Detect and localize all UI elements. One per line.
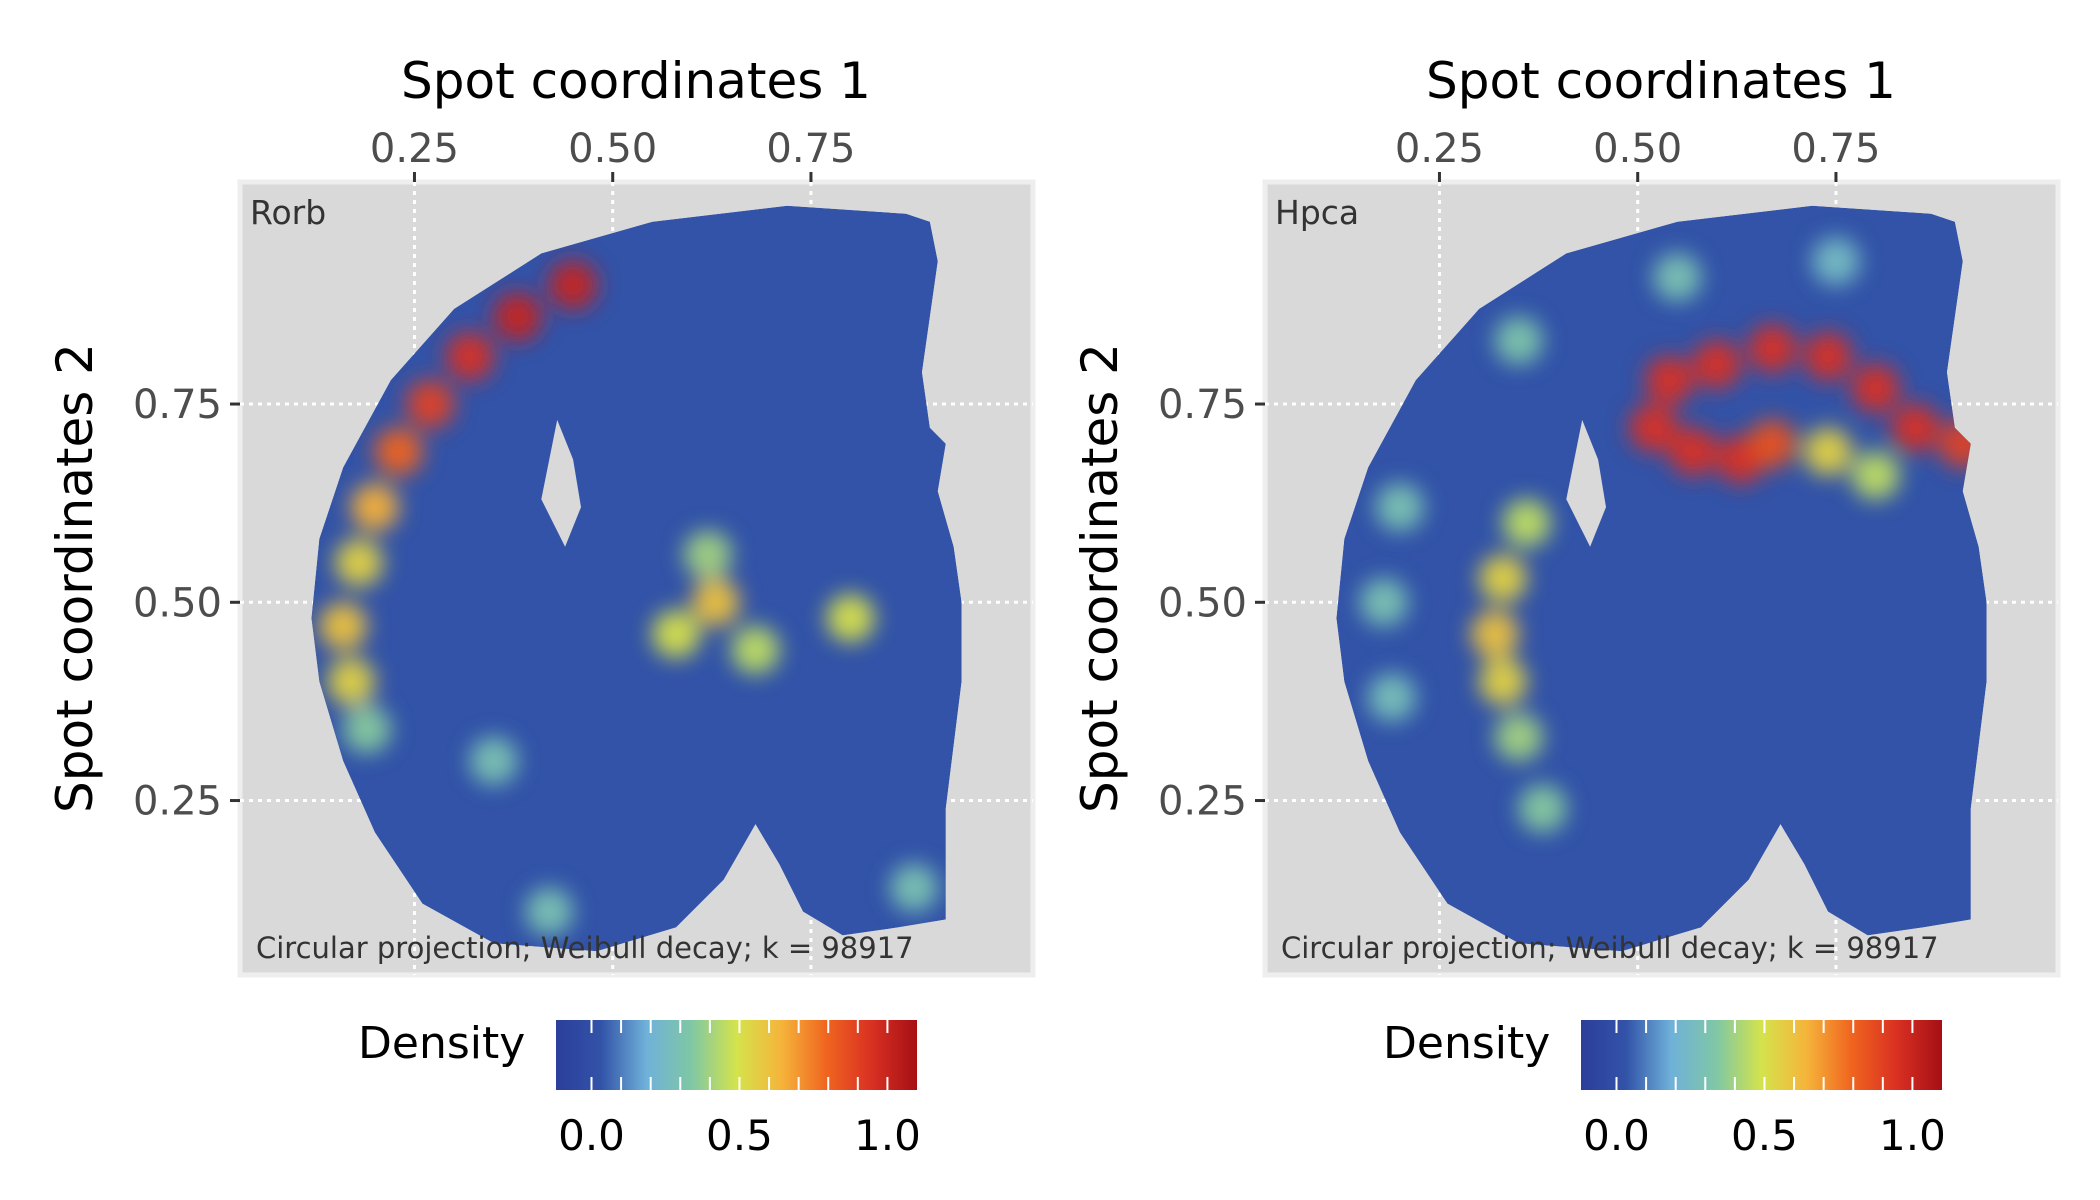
- x-axis-title: Spot coordinates 1: [1426, 52, 1896, 110]
- density-hotspot: [493, 292, 542, 341]
- density-hotspot: [1478, 657, 1527, 706]
- density-hotspot: [445, 332, 494, 381]
- x-axis-title: Spot coordinates 1: [401, 52, 871, 110]
- density-hotspot: [1645, 356, 1694, 405]
- colorbar-tick-label: 0.0: [1583, 1111, 1650, 1160]
- density-hotspot: [350, 483, 399, 532]
- panel-rorb: Rorb Circular projection; Weibull decay;…: [46, 52, 1036, 1160]
- colorbar-tick-label: 0.5: [1731, 1111, 1798, 1160]
- legend-title: Density: [358, 1018, 525, 1069]
- panel-hpca: Hpca Circular projection; Weibull decay;…: [1071, 52, 2061, 1160]
- x-tick-label: 0.50: [568, 126, 657, 172]
- density-hotspot: [691, 578, 740, 627]
- colorbar-tick-label: 1.0: [854, 1111, 921, 1160]
- y-axis-ticks: 0.25 0.50 0.75: [1158, 382, 1265, 825]
- density-hotspot: [890, 863, 939, 912]
- density-hotspot: [1518, 784, 1567, 833]
- panel-label: Rorb: [250, 193, 326, 232]
- ventricle-gap: [1566, 419, 1606, 547]
- y-tick-label: 0.75: [1158, 382, 1247, 428]
- y-tick-label: 0.50: [133, 580, 222, 626]
- panel-caption: Circular projection; Weibull decay; k = …: [1281, 931, 1939, 965]
- y-axis-ticks: 0.25 0.50 0.75: [133, 382, 240, 825]
- density-hotspot: [525, 887, 574, 936]
- density-hotspot: [1851, 451, 1900, 500]
- density-hotspots: [319, 261, 939, 936]
- density-hotspot: [334, 538, 383, 587]
- density-hotspot: [1494, 713, 1543, 762]
- x-tick-label: 0.50: [1593, 126, 1682, 172]
- density-hotspot: [1804, 332, 1853, 381]
- density-hotspot: [1748, 419, 1797, 468]
- density-hotspot: [469, 736, 518, 785]
- x-tick-label: 0.25: [370, 126, 459, 172]
- tissue-density-map: [1336, 205, 1987, 952]
- density-hotspot: [327, 657, 376, 706]
- density-hotspot: [549, 261, 598, 310]
- colorbar-tick-label: 1.0: [1879, 1111, 1946, 1160]
- density-hotspot: [406, 380, 455, 429]
- density-hotspot: [652, 610, 701, 659]
- x-axis-ticks: 0.25 0.50 0.75: [370, 126, 855, 182]
- colorbar-ticks: 0.0 0.5 1.0: [558, 1020, 921, 1160]
- density-hotspot: [683, 530, 732, 579]
- x-tick-label: 0.75: [766, 126, 855, 172]
- density-hotspot: [1375, 483, 1424, 532]
- panel-label: Hpca: [1275, 193, 1359, 232]
- colorbar-legend: Density 0.0 0.5 1.0: [1383, 1018, 1946, 1160]
- density-hotspot: [1359, 578, 1408, 627]
- tissue-density-map: [311, 205, 962, 952]
- y-tick-label: 0.75: [133, 382, 222, 428]
- density-hotspot: [731, 625, 780, 674]
- x-axis-ticks: 0.25 0.50 0.75: [1395, 126, 1880, 182]
- y-tick-label: 0.25: [1158, 779, 1247, 825]
- density-hotspot: [1502, 498, 1551, 547]
- density-hotspot: [1478, 554, 1527, 603]
- colorbar-tick-label: 0.0: [558, 1111, 625, 1160]
- density-hotspots: [1359, 237, 1987, 833]
- density-hotspot: [1653, 253, 1702, 302]
- y-axis-title: Spot coordinates 2: [46, 343, 104, 813]
- y-axis-title: Spot coordinates 2: [1071, 343, 1129, 813]
- colorbar: [1581, 1020, 1942, 1090]
- panel-caption: Circular projection; Weibull decay; k = …: [256, 931, 914, 965]
- density-hotspot: [342, 705, 391, 754]
- colorbar: [556, 1020, 917, 1090]
- density-hotspot: [1891, 403, 1940, 452]
- density-hotspot: [1629, 403, 1678, 452]
- density-hotspot: [826, 594, 875, 643]
- tissue-area: [1336, 205, 1987, 952]
- density-hotspot: [1804, 427, 1853, 476]
- density-hotspot: [1669, 427, 1718, 476]
- density-hotspot: [1367, 673, 1416, 722]
- x-tick-label: 0.75: [1791, 126, 1880, 172]
- density-hotspot: [1494, 316, 1543, 365]
- density-hotspot: [1811, 237, 1860, 286]
- colorbar-legend: Density 0.0 0.5 1.0: [358, 1018, 921, 1160]
- y-tick-label: 0.50: [1158, 580, 1247, 626]
- colorbar-ticks: 0.0 0.5 1.0: [1583, 1020, 1946, 1160]
- x-tick-label: 0.25: [1395, 126, 1484, 172]
- y-tick-label: 0.25: [133, 779, 222, 825]
- density-hotspot: [1851, 364, 1900, 413]
- density-hotspot: [319, 602, 368, 651]
- colorbar-tick-label: 0.5: [706, 1111, 773, 1160]
- ventricle-gap: [541, 419, 581, 547]
- density-hotspot: [1470, 610, 1519, 659]
- density-hotspot: [1748, 324, 1797, 373]
- density-hotspot: [1693, 340, 1742, 389]
- tissue-base: [1336, 205, 1987, 952]
- legend-title: Density: [1383, 1018, 1550, 1069]
- tissue-area: [311, 205, 962, 952]
- density-hotspot: [374, 427, 423, 476]
